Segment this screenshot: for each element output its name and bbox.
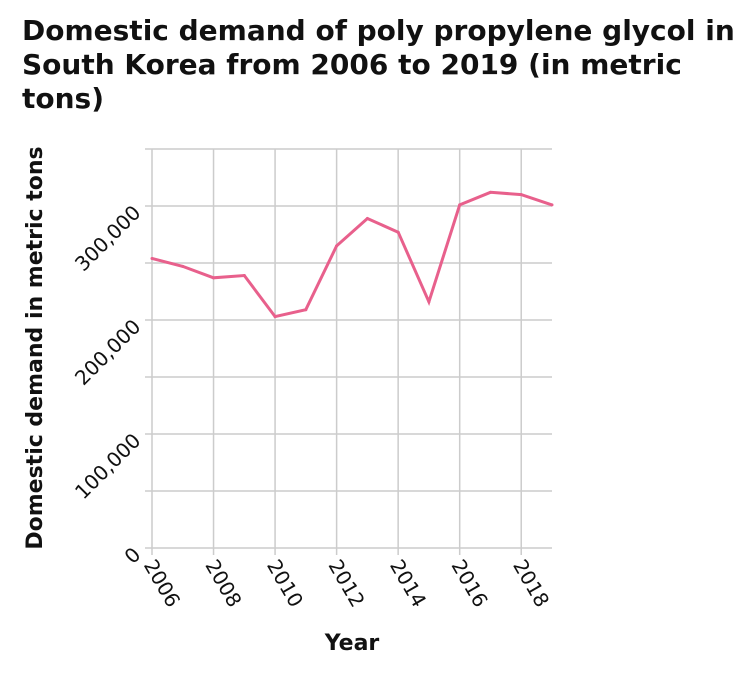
x-axis-label: Year	[324, 631, 380, 656]
data-point	[458, 203, 462, 207]
y-axis-label: Domestic demand in metric tons	[23, 146, 48, 549]
data-point	[488, 190, 492, 194]
x-tick-label: 2018	[508, 555, 554, 611]
grid-lines	[145, 148, 552, 555]
y-tick-label: 200,000	[70, 314, 145, 389]
data-point	[273, 315, 277, 319]
y-axis-ticks: 0 100,000 200,000 300,000	[70, 200, 145, 568]
data-point	[519, 193, 523, 197]
data-point	[335, 244, 339, 248]
y-tick-label: 300,000	[70, 200, 145, 275]
data-point	[212, 276, 216, 280]
data-point	[304, 308, 308, 312]
y-tick-label: 100,000	[70, 428, 145, 503]
data-point	[181, 264, 185, 268]
x-tick-label: 2008	[200, 555, 246, 611]
chart-title: Domestic demand of poly propylene glycol…	[22, 14, 735, 115]
x-tick-label: 2012	[324, 555, 370, 611]
data-point	[365, 217, 369, 221]
x-tick-label: 2006	[139, 555, 185, 611]
data-point	[150, 256, 154, 260]
x-tick-label: 2014	[385, 555, 431, 611]
x-axis-ticks: 2006 2008 2010 2012 2014 2016 2018	[139, 555, 554, 611]
x-tick-label: 2016	[447, 555, 493, 611]
data-point	[550, 203, 554, 207]
series-line	[151, 190, 553, 319]
data-point	[242, 274, 246, 278]
y-tick-label: 0	[119, 542, 145, 568]
data-point	[427, 300, 431, 304]
data-point	[396, 230, 400, 234]
data-series	[150, 190, 554, 319]
x-tick-label: 2010	[262, 555, 308, 611]
